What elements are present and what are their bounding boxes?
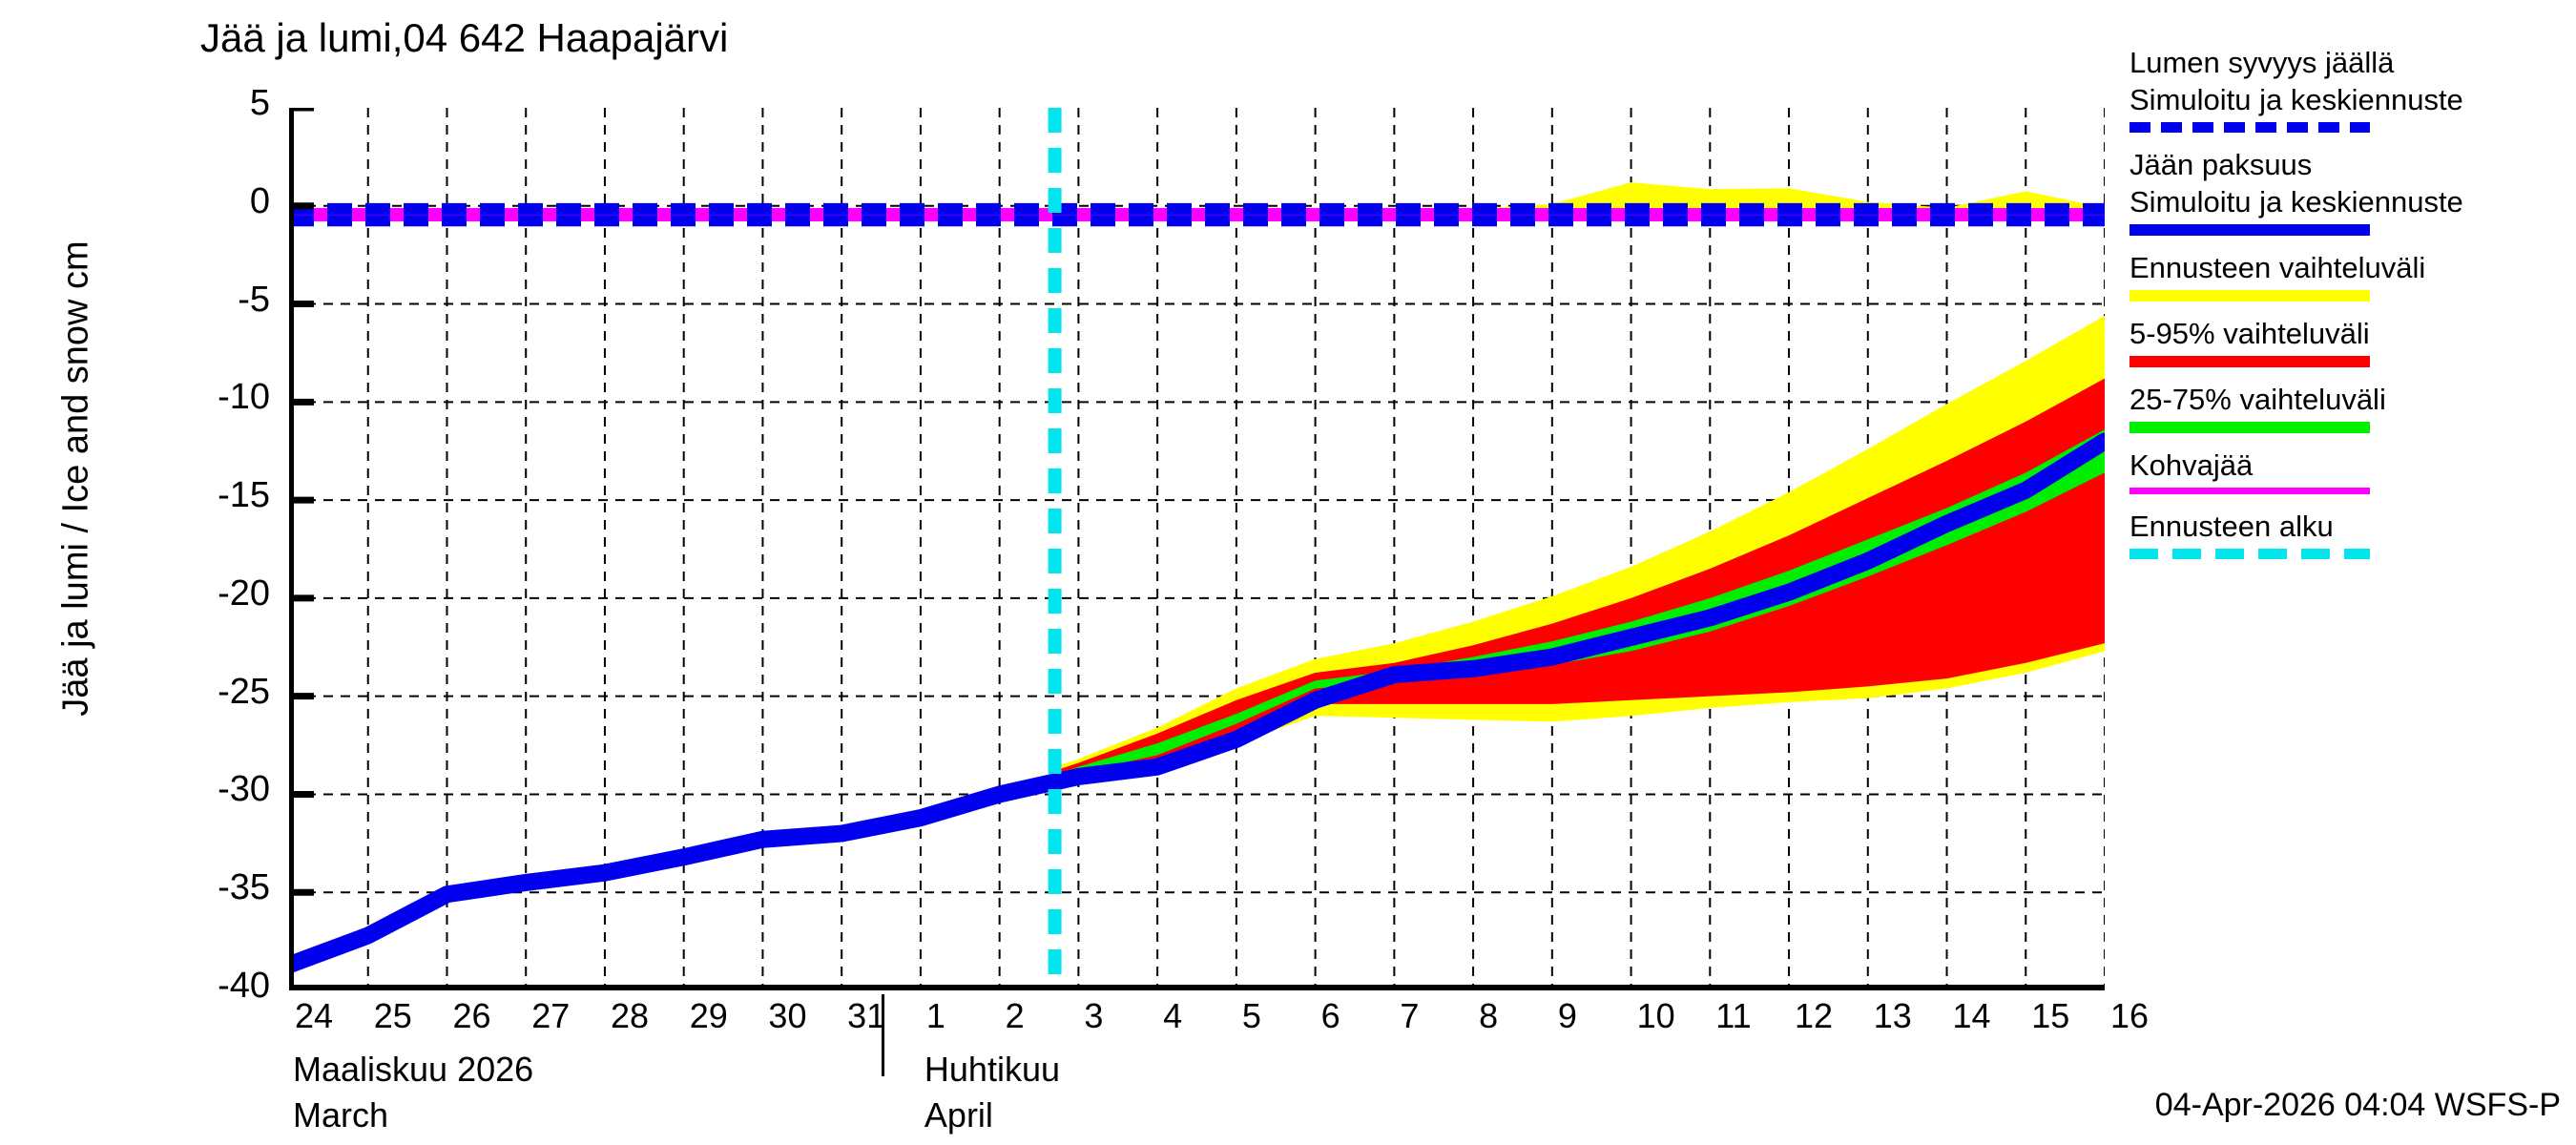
x-tick-label: 14: [1952, 996, 1991, 1035]
x-tick-label: 26: [452, 996, 491, 1035]
chart-legend: Lumen syvyys jäällä Simuloitu ja keskienn…: [2129, 44, 2568, 572]
x-tick-label: 3: [1084, 996, 1104, 1035]
legend-title: Kohvajää: [2129, 448, 2254, 482]
legend-item: Kohvajää: [2129, 447, 2568, 494]
x-tick-label: 25: [373, 996, 412, 1035]
chart-canvas: [289, 108, 2105, 990]
y-tick-label: 5: [249, 83, 270, 123]
legend-title: 5-95% vaihteluväli: [2129, 317, 2370, 350]
month-label-fi: Maaliskuu 2026: [293, 1050, 534, 1089]
legend-title: Lumen syvyys jäällä: [2129, 46, 2395, 79]
y-tick-label: 0: [249, 180, 270, 221]
legend-item: Lumen syvyys jäällä Simuloitu ja keskienn…: [2129, 44, 2568, 133]
month-label-en: March: [293, 1095, 389, 1135]
month-separator: [881, 994, 884, 1076]
x-tick-label: 13: [1873, 996, 1912, 1035]
y-tick-label: -10: [218, 377, 270, 418]
x-tick-label: 30: [768, 996, 807, 1035]
x-tick-label: 12: [1795, 996, 1834, 1035]
legend-subtitle: Simuloitu ja keskiennuste: [2129, 185, 2463, 219]
legend-item: 5-95% vaihteluväli: [2129, 315, 2568, 367]
x-tick-label: 16: [2110, 996, 2150, 1035]
band-00ee00: [1054, 429, 2105, 779]
x-tick-label: 28: [610, 996, 649, 1035]
x-tick-label: 7: [1400, 996, 1420, 1035]
y-tick-label: -20: [218, 572, 270, 614]
page-title: Jää ja lumi,04 642 Haapajärvi: [200, 15, 729, 60]
y-tick-label: -5: [238, 279, 270, 320]
y-tick-label: -40: [218, 966, 270, 1006]
x-tick-label: 29: [689, 996, 728, 1035]
forecast-bands: [1054, 182, 2105, 787]
legend-swatch-dashed-blue: [2129, 122, 2370, 133]
y-tick-label: -35: [218, 867, 270, 908]
x-tick-label: 31: [847, 996, 886, 1035]
x-tick-label: 4: [1163, 996, 1183, 1035]
y-tick-label: -15: [218, 475, 270, 516]
legend-title: Ennusteen alku: [2129, 510, 2334, 543]
legend-title: 25-75% vaihteluväli: [2129, 383, 2386, 416]
legend-swatch-solid-green: [2129, 422, 2370, 433]
legend-swatch-solid-magenta: [2129, 488, 2370, 494]
legend-title: Ennusteen vaihteluväli: [2129, 251, 2426, 284]
legend-swatch-solid-blue: [2129, 224, 2370, 236]
legend-item: Jään paksuus Simuloitu ja keskiennuste: [2129, 146, 2568, 236]
legend-swatch-solid-red: [2129, 356, 2370, 367]
legend-subtitle: Simuloitu ja keskiennuste: [2129, 83, 2463, 116]
legend-swatch-solid-yellow: [2129, 290, 2370, 302]
y-tick-label: -30: [218, 769, 270, 810]
x-tick-label: 10: [1636, 996, 1675, 1035]
x-tick-label: 6: [1320, 996, 1340, 1035]
legend-item: Ennusteen vaihteluväli: [2129, 249, 2568, 302]
month-label-fi: Huhtikuu: [924, 1050, 1060, 1089]
x-tick-label: 9: [1557, 996, 1577, 1035]
x-tick-label: 27: [531, 996, 571, 1035]
y-tick-label: -25: [218, 671, 270, 712]
legend-item: Ennusteen alku: [2129, 508, 2568, 559]
x-tick-label: 8: [1479, 996, 1499, 1035]
legend-item: 25-75% vaihteluväli: [2129, 381, 2568, 433]
x-tick-label: 15: [2031, 996, 2070, 1035]
x-tick-label: 2: [1005, 996, 1025, 1035]
month-label-en: April: [924, 1095, 993, 1135]
ice-thickness-line: [289, 432, 2105, 974]
band-ffff00: [1054, 182, 2105, 209]
legend-swatch-dashed-cyan: [2129, 549, 2370, 559]
timestamp: 04-Apr-2026 04:04 WSFS-P: [2154, 1087, 2561, 1123]
x-tick-label: 11: [1715, 996, 1752, 1035]
y-axis-label: Jää ja lumi / Ice and snow cm: [55, 240, 96, 717]
plot-area: [289, 108, 2105, 990]
legend-title: Jään paksuus: [2129, 148, 2313, 181]
x-tick-label: 1: [925, 996, 945, 1035]
x-tick-label: 5: [1241, 996, 1261, 1035]
x-tick-label: 24: [295, 996, 334, 1035]
